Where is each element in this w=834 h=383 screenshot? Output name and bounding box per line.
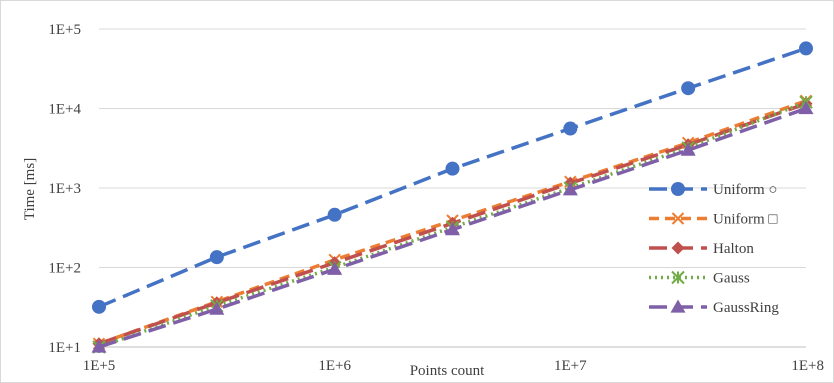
- y-tick-labels: 1E+1 1E+2 1E+3 1E+4 1E+5: [48, 22, 81, 356]
- y-tick-label: 1E+2: [48, 261, 81, 277]
- legend: Uniform ○ Uniform □ Halton Gauss GaussRing: [649, 182, 779, 316]
- y-axis-title: Time [ms]: [22, 158, 38, 220]
- legend-label: Gauss: [713, 271, 750, 287]
- legend-item: Gauss: [649, 271, 750, 287]
- data-point: [798, 101, 814, 115]
- data-point: [799, 41, 813, 56]
- legend-item: Uniform ○: [649, 182, 777, 198]
- series-line: [98, 46, 807, 309]
- data-point: [563, 121, 578, 136]
- x-tick-label: 1E+5: [83, 358, 116, 374]
- data-point: [671, 182, 685, 196]
- x-tick-label: 1E+7: [554, 358, 587, 374]
- x-tick-label: 1E+8: [791, 358, 824, 374]
- y-tick-label: 1E+1: [48, 340, 81, 356]
- legend-label: Halton: [713, 241, 754, 257]
- y-tick-label: 1E+5: [48, 22, 81, 38]
- data-point: [445, 161, 460, 176]
- y-tick-label: 1E+4: [48, 102, 81, 118]
- y-tick-label: 1E+3: [48, 181, 81, 197]
- data-point: [209, 250, 224, 265]
- series-gaussring: [91, 101, 814, 353]
- gridlines: [99, 28, 806, 348]
- x-tick-labels: 1E+5 1E+6 1E+7 1E+8: [83, 358, 824, 374]
- x-axis-title: Points count: [410, 363, 485, 379]
- legend-label: Uniform ○: [713, 182, 777, 198]
- data-point: [671, 241, 685, 255]
- legend-label: Uniform □: [713, 212, 777, 228]
- legend-item: Uniform □: [649, 212, 777, 228]
- data-point: [671, 270, 685, 285]
- data-point: [670, 299, 686, 313]
- x-tick-label: 1E+6: [318, 358, 351, 374]
- legend-label: GaussRing: [713, 300, 779, 316]
- data-point: [91, 339, 107, 353]
- data-point: [92, 299, 106, 314]
- data-point: [562, 182, 578, 196]
- data-point: [671, 212, 685, 225]
- data-point: [209, 301, 225, 315]
- data-point: [681, 81, 696, 96]
- data-point-stroke: [671, 212, 685, 225]
- data-point: [327, 261, 343, 275]
- series-uniform: [92, 41, 813, 314]
- data-point: [327, 207, 342, 222]
- series-layer: [91, 41, 814, 354]
- legend-item: GaussRing: [649, 299, 779, 316]
- data-point: [680, 142, 696, 156]
- legend-item: Halton: [649, 241, 754, 257]
- data-point: [445, 222, 460, 236]
